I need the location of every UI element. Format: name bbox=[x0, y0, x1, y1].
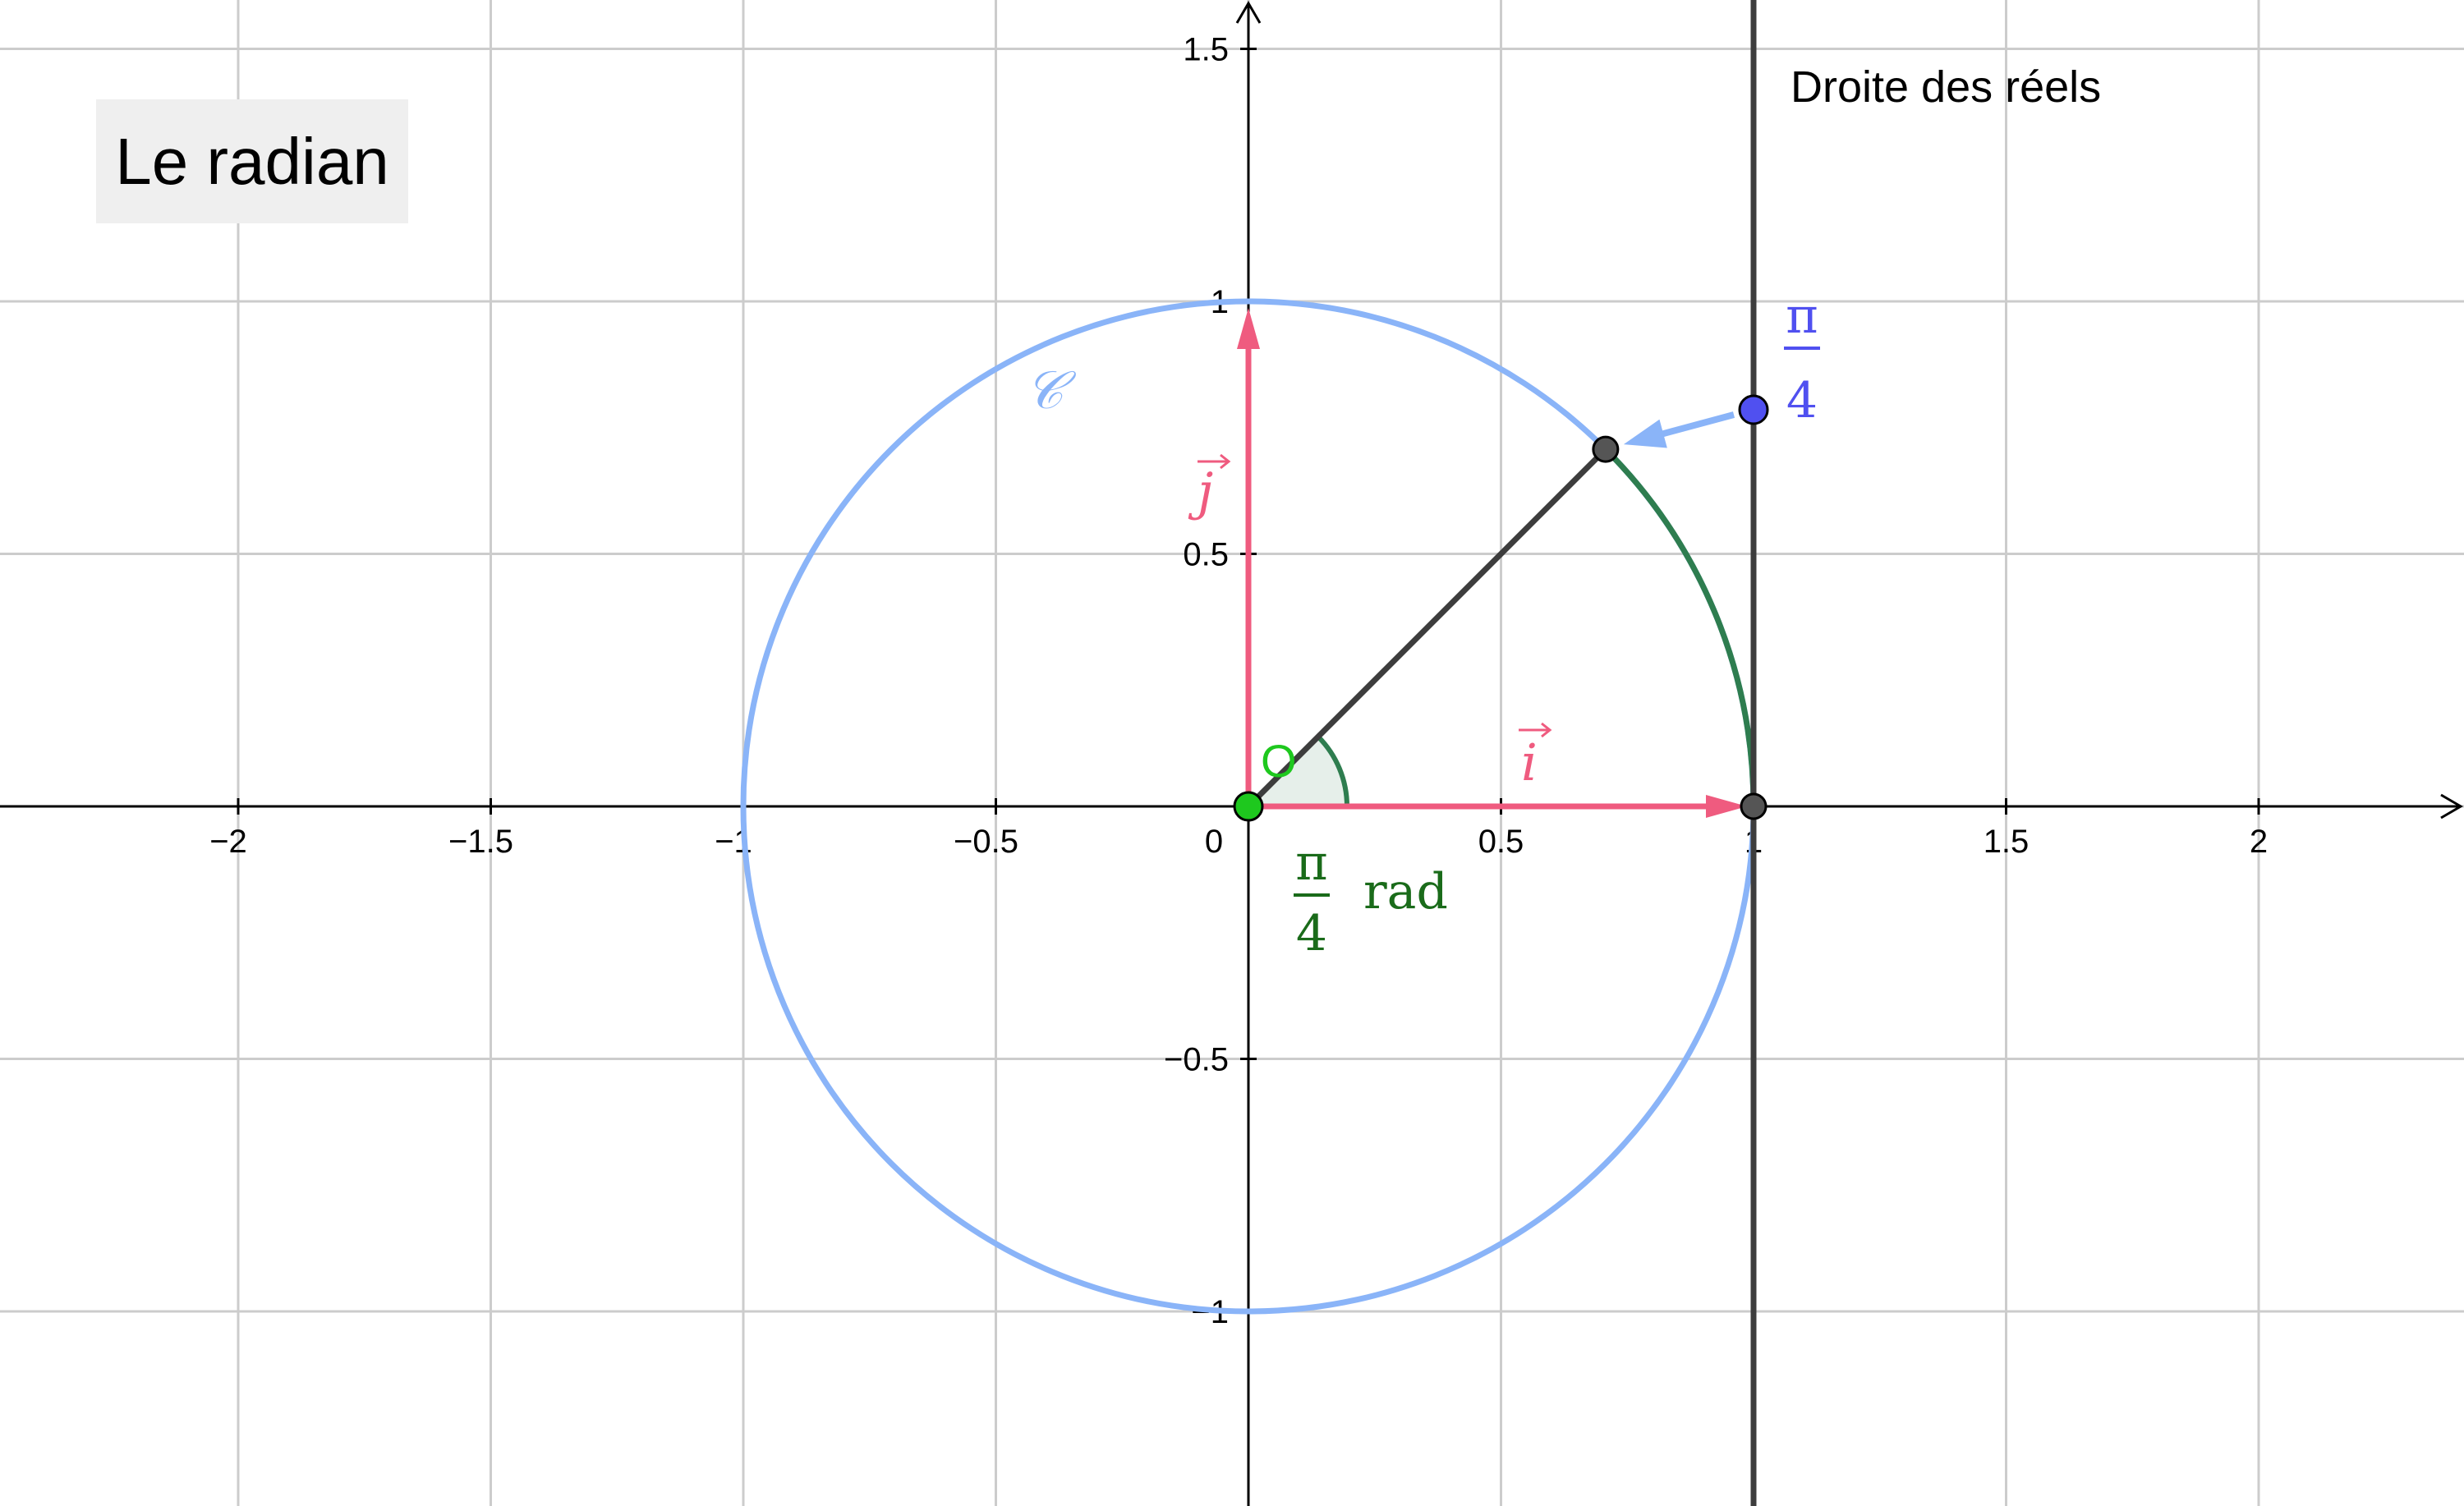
arc-pi-over-4 bbox=[1603, 447, 1757, 807]
point-real-pi-over-4[interactable] bbox=[1738, 394, 1769, 425]
point-on-circle[interactable] bbox=[1592, 435, 1620, 463]
origin-point[interactable] bbox=[1233, 791, 1264, 822]
svg-text:rad: rad bbox=[1363, 863, 1448, 921]
x-axis-arrow bbox=[2440, 793, 2463, 820]
y-tick-label: 0.5 bbox=[1183, 537, 1229, 573]
y-tick-label: −0.5 bbox=[1164, 1042, 1229, 1078]
svg-text:j: j bbox=[1188, 461, 1213, 521]
svg-text:i: i bbox=[1521, 732, 1538, 792]
tick-labels: −2−1.5−1−0.500.511.521.510.5−0.5−1 bbox=[209, 32, 2268, 1331]
x-tick-label: −2 bbox=[209, 824, 247, 860]
svg-text:4: 4 bbox=[1296, 905, 1327, 962]
radius-segment bbox=[1246, 447, 1608, 809]
x-tick-label: 1.5 bbox=[1984, 824, 2030, 860]
vector-i bbox=[1248, 795, 1747, 818]
x-tick-label: −1.5 bbox=[448, 824, 513, 860]
x-tick-label: 0.5 bbox=[1478, 824, 1524, 860]
real-point-label: π 4 bbox=[1784, 287, 1820, 429]
x-tick-label: 0 bbox=[1205, 824, 1223, 860]
title-text: Le radian bbox=[115, 124, 389, 198]
title-box: Le radian bbox=[96, 99, 408, 223]
x-tick-label: −0.5 bbox=[954, 824, 1018, 860]
x-tick-label: 2 bbox=[2250, 824, 2268, 860]
svg-text:π: π bbox=[1786, 287, 1818, 345]
angle-sector bbox=[1242, 732, 1350, 809]
point-one[interactable] bbox=[1740, 792, 1768, 820]
vector-j bbox=[1237, 308, 1260, 806]
vector-j-label: j bbox=[1188, 453, 1231, 521]
circle-label: 𝒞 bbox=[1025, 360, 1077, 421]
y-axis-arrow bbox=[1235, 1, 1262, 24]
origin-label: O bbox=[1261, 735, 1297, 787]
y-tick-label: 1.5 bbox=[1183, 32, 1229, 68]
wrap-arrow bbox=[1623, 411, 1735, 448]
real-line-label: Droite des réels bbox=[1791, 62, 2101, 112]
vector-i-label: i bbox=[1519, 722, 1552, 792]
svg-text:4: 4 bbox=[1786, 372, 1818, 429]
angle-label: π 4 rad bbox=[1294, 834, 1448, 962]
svg-text:π: π bbox=[1295, 834, 1327, 892]
